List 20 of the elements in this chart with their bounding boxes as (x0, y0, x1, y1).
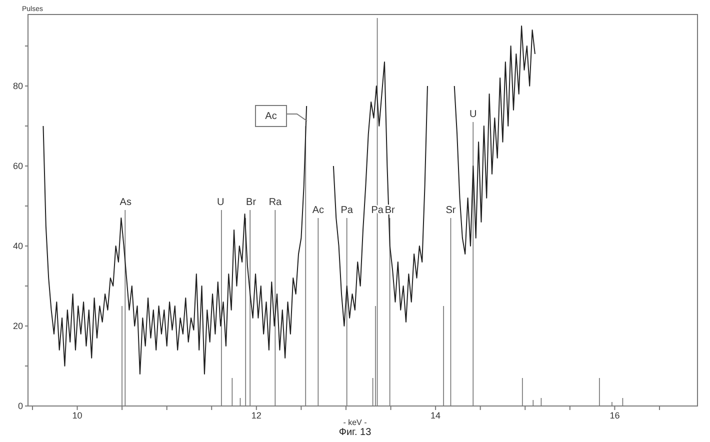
annotation: U (216, 197, 224, 208)
y-tick-label: 20 (12, 321, 23, 332)
y-tick-label: 80 (12, 81, 23, 92)
x-tick-label: 16 (610, 410, 620, 420)
annotation: Br (246, 197, 257, 208)
annotation: As (120, 197, 132, 208)
annotation: U (470, 109, 477, 120)
annotation: Pa (340, 205, 354, 216)
text: Фиг. 13 (338, 427, 372, 438)
x-tick-label: 12 (251, 410, 262, 420)
annotation: Ac (312, 205, 324, 216)
annotation: Sr (446, 205, 456, 216)
x-tick-label: 10 (72, 410, 82, 420)
y-tick-label: 40 (12, 241, 23, 252)
y-tick-label: 60 (12, 161, 23, 172)
x-axis-title: - keV - (343, 418, 367, 427)
x-tick-label: 14 (430, 410, 441, 420)
y-tick-label: 0 (18, 401, 23, 412)
annotation: Ra (268, 197, 282, 208)
callout-box: Ac (255, 105, 287, 127)
